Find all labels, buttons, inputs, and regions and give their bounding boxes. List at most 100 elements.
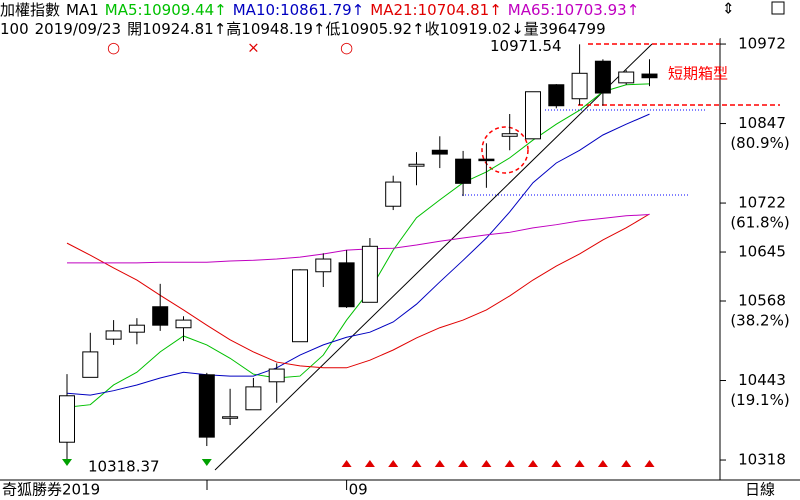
buy-signal bbox=[341, 460, 352, 467]
candle-body bbox=[548, 84, 565, 107]
header-line: 100 2019/09/23 開10924.81↑高10948.19↑低10905.… bbox=[0, 20, 606, 38]
separator: : bbox=[413, 1, 418, 19]
candle-body bbox=[478, 158, 495, 162]
candle-body bbox=[105, 330, 122, 340]
candle-body bbox=[571, 72, 588, 100]
buy-signal bbox=[458, 460, 469, 467]
buy-signal bbox=[411, 460, 422, 467]
quote-label: 開 bbox=[127, 20, 142, 38]
candle-body bbox=[408, 163, 425, 167]
arrow: ↑ bbox=[489, 1, 502, 19]
candle-body bbox=[338, 262, 355, 308]
volume: 3964799 bbox=[539, 20, 606, 38]
candle-body bbox=[455, 158, 472, 184]
scroll-icon[interactable]: ⇕ bbox=[722, 0, 735, 18]
date: 2019/09/23 bbox=[35, 20, 121, 38]
buy-signal bbox=[481, 460, 492, 467]
candle-body bbox=[501, 133, 518, 137]
ma-line bbox=[66, 83, 650, 408]
high-label: 10971.54 bbox=[490, 37, 562, 55]
sell-signal bbox=[62, 459, 72, 466]
period: 100 bbox=[0, 20, 29, 38]
timeframe: 日線 bbox=[745, 481, 775, 499]
separator: : bbox=[550, 1, 555, 19]
highlight-circle bbox=[481, 126, 529, 174]
candle-body bbox=[128, 324, 145, 333]
candle-body bbox=[152, 306, 169, 326]
legend-value: 10909.44 bbox=[143, 1, 215, 19]
quote-label: 收 bbox=[425, 20, 440, 38]
buy-signal bbox=[597, 460, 608, 467]
y-tick-label: 10645 bbox=[738, 243, 786, 261]
fib-label: (80.9%) bbox=[730, 134, 789, 152]
sell-signal bbox=[201, 459, 212, 466]
y-tick-label: 10443 bbox=[738, 371, 786, 389]
candle-body bbox=[245, 386, 262, 411]
candle-body bbox=[198, 374, 215, 438]
candle-body bbox=[594, 60, 611, 94]
ma-line bbox=[66, 113, 650, 396]
separator: : bbox=[275, 1, 280, 19]
low-label: 10318.37 bbox=[88, 457, 160, 475]
candle-body bbox=[82, 351, 99, 378]
candle-body bbox=[292, 269, 308, 343]
quote-label: 量 bbox=[524, 20, 539, 38]
y-tick-label: 10972 bbox=[738, 35, 786, 53]
quote-value: 10948.19 bbox=[241, 20, 313, 38]
signal: × bbox=[247, 39, 260, 57]
legend-name: MA21 bbox=[370, 1, 412, 19]
separator: : bbox=[138, 1, 143, 19]
candle-body bbox=[641, 73, 658, 79]
box-label: 短期箱型 bbox=[668, 65, 728, 83]
buy-signal bbox=[434, 460, 445, 467]
candle-body bbox=[385, 181, 402, 207]
trend-line bbox=[214, 43, 653, 471]
legend-value: 10861.79 bbox=[280, 1, 352, 19]
fib-label: (61.8%) bbox=[730, 214, 789, 232]
legend-name: MA10 bbox=[233, 1, 275, 19]
quote-label: 低 bbox=[325, 20, 340, 38]
y-tick-label: 10847 bbox=[738, 114, 786, 132]
legend-name: MA65 bbox=[508, 1, 550, 19]
header-line: 加權指數 MA1 MA5:10909.44↑ MA10:10861.79↑ MA21:1… bbox=[0, 1, 639, 19]
candle-body bbox=[525, 91, 541, 140]
legend-name: MA5 bbox=[105, 1, 138, 19]
y-tick-label: 10568 bbox=[738, 292, 786, 310]
fib-label: (38.2%) bbox=[730, 312, 789, 330]
candle-body bbox=[59, 395, 75, 443]
arrow: ↑ bbox=[412, 20, 425, 38]
arrow: ↑ bbox=[313, 20, 326, 38]
quote-value: 10905.92 bbox=[340, 20, 412, 38]
arrow: ↑ bbox=[627, 1, 640, 19]
buy-signal bbox=[574, 460, 585, 467]
title: 加權指數 bbox=[0, 1, 60, 19]
y-tick-label: 10722 bbox=[738, 194, 786, 212]
ma-line bbox=[67, 214, 650, 264]
watermark: 奇狐勝券2019 bbox=[2, 481, 100, 499]
fib-label: (19.1%) bbox=[730, 391, 789, 409]
arrow: ↑ bbox=[352, 1, 365, 19]
buy-signal bbox=[621, 460, 632, 467]
buy-signal bbox=[388, 460, 399, 467]
signal: ○ bbox=[107, 39, 120, 57]
buy-signal bbox=[504, 460, 515, 467]
candle-body bbox=[315, 258, 332, 273]
arrow: ↑ bbox=[214, 1, 227, 19]
buy-signal bbox=[528, 460, 538, 467]
candle-body bbox=[361, 245, 378, 303]
quote-value: 10919.02 bbox=[440, 20, 512, 38]
candle-body bbox=[618, 71, 635, 84]
x-tick-label: 09 bbox=[349, 481, 368, 499]
window-icon[interactable] bbox=[771, 1, 785, 15]
candle-body bbox=[431, 149, 448, 155]
buy-signal bbox=[551, 460, 562, 467]
signal: ○ bbox=[340, 39, 353, 57]
candle-body bbox=[175, 319, 192, 329]
legend-value: 10703.93 bbox=[555, 1, 627, 19]
quote-label: 高 bbox=[226, 20, 241, 38]
arrow: ↑ bbox=[214, 20, 227, 38]
buy-signal bbox=[364, 460, 375, 467]
candle-body bbox=[268, 368, 285, 383]
candle-body bbox=[222, 416, 239, 419]
